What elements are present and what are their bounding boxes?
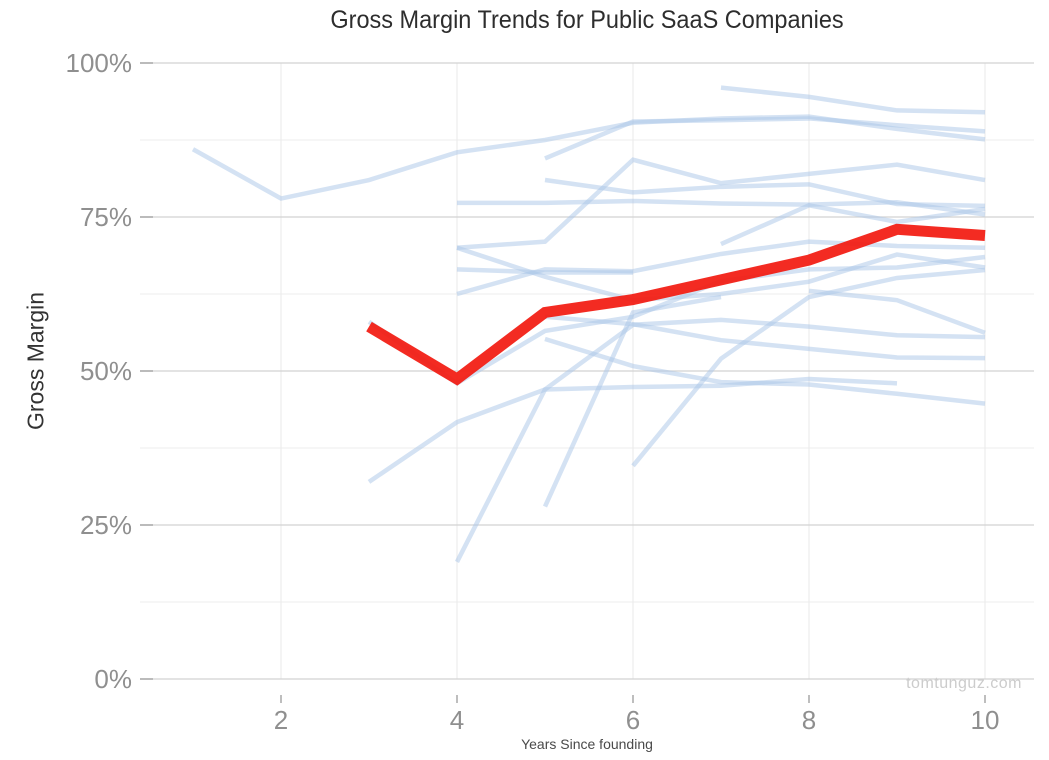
company-line: [456, 239, 986, 297]
median-line: [366, 223, 986, 386]
x-tick-label: 10: [971, 705, 1000, 735]
company-line: [544, 116, 986, 161]
company-line: [808, 288, 986, 335]
company-line: [544, 314, 986, 361]
company-line: [631, 267, 986, 468]
company-line: [454, 317, 986, 563]
y-tick-label: 25%: [80, 510, 132, 540]
y-tick-label: 100%: [66, 48, 133, 78]
company-line: [720, 85, 986, 115]
company-line: [456, 157, 986, 251]
x-axis-title: Years Since founding: [521, 736, 653, 752]
y-tick-label: 75%: [80, 202, 132, 232]
y-tick-label: 50%: [80, 356, 132, 386]
x-tick-label: 6: [626, 705, 640, 735]
company-line: [367, 376, 898, 484]
y-tick-label: 0%: [94, 664, 132, 694]
chart-title: Gross Margin Trends for Public SaaS Comp…: [330, 6, 844, 34]
x-tick-label: 2: [274, 705, 288, 735]
company-line: [720, 202, 986, 247]
company-line: [456, 267, 633, 275]
x-tick-label: 4: [450, 705, 464, 735]
watermark: tomtunguz.com: [906, 675, 1022, 692]
company-line: [544, 336, 986, 406]
company-line: [456, 245, 986, 303]
y-axis-title: Gross Margin: [22, 291, 49, 431]
company-line: [542, 294, 722, 508]
company-line: [544, 177, 986, 209]
x-tick-label: 8: [802, 705, 816, 735]
